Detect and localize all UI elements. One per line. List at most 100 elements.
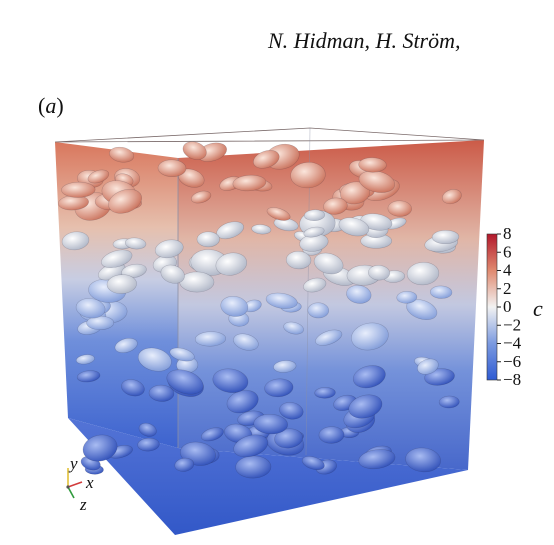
bubble — [76, 354, 95, 365]
bubble — [429, 285, 453, 299]
bubble — [196, 231, 220, 248]
bubble — [148, 384, 175, 402]
bubble — [114, 337, 138, 354]
axis-label-z: z — [79, 495, 87, 514]
bubble — [253, 414, 288, 435]
bubble — [301, 456, 325, 471]
bubble — [154, 239, 184, 259]
colorbar-tick-label: −8 — [503, 370, 521, 389]
bubble — [431, 229, 460, 245]
bubble — [76, 370, 101, 383]
bubble — [358, 170, 396, 193]
bubble — [106, 274, 137, 294]
back-wall-right — [178, 140, 484, 470]
bubble — [318, 426, 345, 444]
bubble — [109, 146, 135, 163]
bubble — [174, 457, 195, 472]
bubble — [61, 231, 90, 251]
bubble — [360, 213, 393, 231]
bubble — [82, 434, 118, 462]
bubble — [201, 427, 224, 442]
bubble — [304, 209, 325, 221]
bubble — [108, 189, 142, 214]
colorbar-ramp — [486, 233, 498, 381]
bubble — [121, 263, 147, 279]
colorbar-tick-label: −6 — [503, 352, 521, 371]
bubble — [352, 365, 386, 389]
bubble — [303, 277, 327, 293]
bubble — [348, 394, 383, 419]
colorbar-tick-label: 0 — [503, 297, 512, 316]
bubble — [285, 251, 312, 270]
floor — [68, 418, 468, 535]
bubble — [368, 265, 390, 281]
colorbar-variable: c — [533, 296, 543, 321]
bubble — [61, 181, 96, 198]
bubble — [101, 249, 133, 269]
bubble — [346, 285, 372, 304]
bubble — [303, 226, 325, 238]
bubble — [138, 422, 157, 437]
bubble — [194, 331, 227, 347]
bubble — [265, 292, 298, 309]
bubble — [417, 358, 439, 375]
bubble — [191, 190, 212, 204]
bubble — [233, 434, 269, 458]
bubble-field — [58, 141, 462, 479]
bubble — [406, 262, 440, 286]
bubble — [314, 387, 336, 399]
axis-label-y: y — [68, 454, 78, 473]
axis-triad: y x z — [66, 454, 94, 514]
bubble — [283, 321, 304, 335]
running-header: N. Hidman, H. Ström, — [268, 28, 461, 53]
bubble — [274, 428, 304, 449]
bubble — [251, 224, 272, 235]
bubble — [182, 141, 207, 160]
bubble — [137, 437, 160, 452]
bubble — [279, 402, 304, 420]
bubble — [315, 329, 343, 346]
bubble — [266, 207, 291, 221]
colorbar-tick-label: 2 — [503, 279, 512, 298]
bubble — [160, 264, 185, 284]
colorbar-tick-label: 6 — [503, 242, 512, 261]
bubble — [442, 189, 462, 205]
bubble — [387, 200, 412, 217]
bubble — [290, 162, 326, 189]
bubble — [137, 347, 172, 372]
bubble — [396, 291, 418, 304]
bubble — [438, 395, 460, 409]
top-edge — [54, 127, 485, 143]
bubble — [212, 368, 249, 393]
bubble — [323, 197, 348, 215]
panel-label: (a) — [38, 93, 64, 118]
bubble — [340, 181, 371, 205]
bubble — [406, 299, 438, 321]
axis-label-x: x — [85, 473, 94, 492]
colorbar-tick-label: 4 — [503, 261, 512, 280]
bubble — [232, 174, 267, 192]
bubble — [75, 298, 106, 319]
bubble — [351, 322, 389, 351]
bubble — [253, 150, 280, 169]
bubble — [220, 296, 249, 317]
colorbar-tick-label: 8 — [503, 224, 512, 243]
colorbar-tick-label: −4 — [503, 334, 522, 353]
bubble — [313, 252, 344, 275]
bubble — [169, 347, 195, 362]
bubble — [124, 237, 147, 250]
bubble — [358, 449, 396, 470]
bubble — [87, 169, 110, 184]
bubble — [358, 157, 387, 173]
bubble — [121, 379, 145, 397]
bubble — [215, 252, 248, 276]
colorbar-tick-label: −2 — [503, 315, 521, 334]
bubble — [307, 302, 330, 319]
bubble — [233, 333, 259, 351]
bubble — [405, 447, 441, 473]
bubble — [157, 159, 187, 177]
bubble — [264, 378, 294, 398]
